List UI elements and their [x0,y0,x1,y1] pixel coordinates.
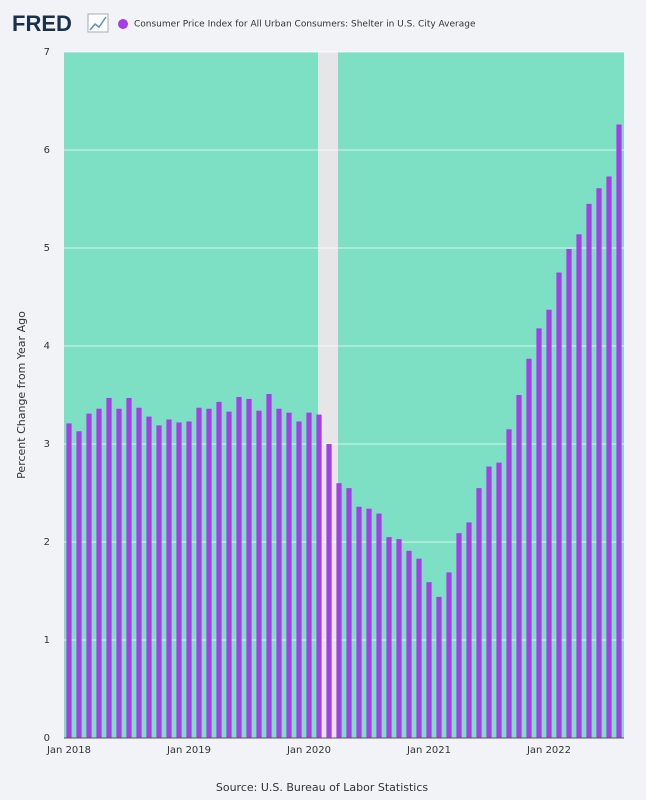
bar [206,408,212,738]
y-tick-label: 2 [44,537,50,548]
bar [396,539,402,738]
bar [366,508,372,738]
bar [346,488,352,738]
bar [306,412,312,738]
logo: FRED [12,11,72,36]
bar [386,537,392,738]
bar [446,572,452,738]
logo-icon [87,13,109,33]
bar [506,429,512,738]
legend-marker [118,19,128,29]
bar [66,423,72,738]
bar [456,533,462,738]
bar [86,413,92,738]
bar [416,558,422,738]
x-tick-label: Jan 2018 [46,745,91,756]
bar [166,419,172,738]
bar [236,396,242,738]
bar [116,408,122,738]
bar [336,483,342,738]
bar [316,414,322,738]
y-tick-label: 6 [44,145,50,156]
bar [106,397,112,738]
bar [76,431,82,738]
bar [576,234,582,738]
bar [196,407,202,738]
bar [566,248,572,739]
bar [426,582,432,738]
bar [376,513,382,738]
bar [486,466,492,738]
x-tick-label: Jan 2020 [286,745,331,756]
bar [266,394,272,738]
bar [616,124,622,738]
bar [606,176,612,738]
bar [516,395,522,738]
bar [276,408,282,738]
recession-shading [318,52,338,738]
bar [176,422,182,738]
y-tick-label: 5 [44,243,50,254]
bar [296,421,302,738]
bar [496,462,502,738]
y-tick-label: 3 [44,439,50,450]
bar [226,411,232,738]
x-tick-label: Jan 2021 [406,745,451,756]
x-tick-label: Jan 2022 [526,745,571,756]
bar [356,506,362,738]
bar [126,397,132,738]
bar [186,421,192,738]
y-axis-label: Percent Change from Year Ago [15,311,28,479]
bar [476,488,482,738]
bar [546,309,552,738]
bar [466,522,472,738]
y-tick-label: 1 [44,635,50,646]
bar [526,358,532,738]
bar [556,272,562,738]
x-tick-label: Jan 2019 [166,745,211,756]
bar [406,550,412,738]
bar [436,596,442,738]
bar [156,425,162,738]
source: Source: U.S. Bureau of Labor Statistics [216,781,429,794]
y-tick-label: 0 [44,733,50,744]
bar [326,444,332,738]
y-tick-label: 4 [44,341,50,352]
bar [146,416,152,738]
bar [536,328,542,738]
bar [286,412,292,738]
bar [216,401,222,738]
legend-label: Consumer Price Index for All Urban Consu… [134,20,476,30]
bar [246,398,252,738]
bar [136,407,142,738]
bar [256,410,262,738]
bar [586,203,592,738]
y-tick-label: 7 [44,47,50,58]
bar [96,408,102,738]
bar [596,188,602,739]
